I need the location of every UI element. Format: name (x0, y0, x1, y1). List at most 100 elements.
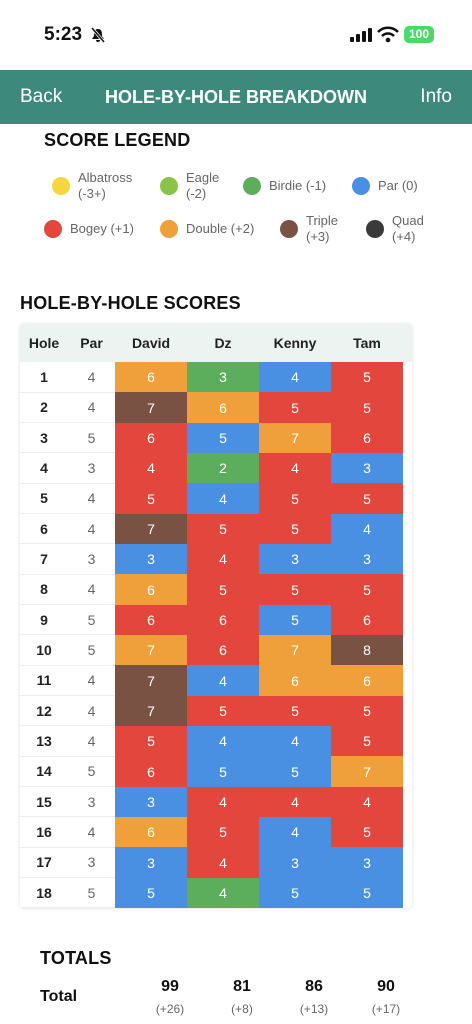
par-value: 3 (68, 847, 115, 879)
score-cell: 4 (259, 362, 331, 393)
hole-number: 8 (20, 574, 68, 606)
legend-item: Bogey (+1) (44, 219, 134, 239)
legend-item: Birdie (-1) (243, 176, 326, 196)
par-value: 3 (68, 787, 115, 818)
score-cell: 4 (187, 483, 259, 515)
par-value: 4 (68, 726, 115, 757)
score-cell: 6 (259, 665, 331, 697)
legend-label: Triple (+3) (306, 213, 338, 245)
total-value: 99 (161, 978, 179, 995)
score-cell: 6 (115, 362, 187, 393)
score-cell: 5 (187, 574, 259, 606)
score-cell: 7 (115, 634, 187, 666)
score-cell: 3 (115, 786, 187, 818)
total-diff: (+13) (299, 1002, 329, 1016)
score-cell: 5 (187, 422, 259, 454)
legend-item: Eagle (-2) (160, 170, 219, 201)
score-cell: 5 (187, 513, 259, 545)
score-cell: 6 (187, 604, 259, 636)
score-cell: 6 (115, 604, 187, 636)
par-value: 5 (68, 423, 115, 454)
hole-number: 11 (20, 665, 68, 697)
legend-line: Bogey (+1) (70, 221, 134, 236)
total-value: 81 (233, 978, 251, 995)
hole-number: 14 (20, 756, 68, 788)
legend-line: (+3) (306, 229, 330, 244)
score-cell: 6 (187, 634, 259, 666)
hole-number: 17 (20, 847, 68, 879)
score-cell: 7 (115, 513, 187, 545)
score-cell: 3 (331, 543, 403, 575)
nav-bar: Back HOLE-BY-HOLE BREAKDOWN Info (0, 70, 472, 124)
score-cell: 5 (331, 362, 403, 393)
hole-number: 5 (20, 483, 68, 515)
legend-dot (352, 177, 370, 195)
score-cell: 7 (115, 665, 187, 697)
legend-line: (-3+) (78, 186, 106, 201)
score-cell: 4 (187, 543, 259, 575)
score-cell: 3 (259, 847, 331, 879)
legend-line: (+4) (392, 229, 416, 244)
score-cell: 4 (187, 877, 259, 908)
total-diff: (+8) (231, 1002, 253, 1016)
par-value: 5 (68, 878, 115, 908)
back-button[interactable]: Back (20, 86, 63, 107)
legend-line: Albatross (78, 170, 133, 185)
score-cell: 5 (331, 574, 403, 606)
hole-number: 15 (20, 787, 68, 818)
legend-line: Quad (392, 213, 424, 228)
score-cell: 5 (331, 816, 403, 848)
score-cell: 5 (331, 483, 403, 515)
score-cell: 3 (331, 452, 403, 484)
par-value: 4 (68, 362, 115, 393)
score-cell: 3 (331, 847, 403, 879)
score-cell: 4 (187, 665, 259, 697)
legend-item: Quad (+4) (366, 213, 424, 244)
par-value: 4 (68, 574, 115, 606)
hole-number: 10 (20, 635, 68, 666)
score-cell: 5 (115, 877, 187, 908)
signal-icon (350, 28, 372, 42)
score-cell: 8 (331, 634, 403, 666)
score-cell: 3 (115, 847, 187, 879)
score-cell: 6 (115, 422, 187, 454)
info-button[interactable]: Info (420, 86, 452, 107)
score-cell: 5 (187, 756, 259, 788)
score-cell: 7 (331, 756, 403, 788)
legend-label: Eagle (-2) (186, 170, 219, 202)
hole-number: 2 (20, 392, 68, 424)
legend-line: Triple (306, 213, 339, 228)
column-header: Par (68, 324, 115, 362)
score-cell: 7 (259, 634, 331, 666)
legend-dot (160, 220, 178, 238)
score-cell: 5 (331, 695, 403, 727)
par-value: 5 (68, 605, 115, 636)
score-cell: 6 (115, 756, 187, 788)
par-value: 4 (68, 696, 115, 727)
score-cell: 5 (187, 695, 259, 727)
legend-label: Par (0) (378, 178, 418, 194)
score-cell: 4 (331, 513, 403, 545)
total-value: 90 (377, 978, 395, 995)
score-cell: 5 (259, 574, 331, 606)
hole-number: 6 (20, 514, 68, 545)
par-value: 4 (68, 514, 115, 545)
legend-dot (366, 220, 384, 238)
nav-title: HOLE-BY-HOLE BREAKDOWN (105, 87, 367, 107)
score-cell: 5 (259, 695, 331, 727)
score-cell: 6 (331, 422, 403, 454)
legend-line: (-2) (186, 186, 207, 201)
score-cell: 4 (259, 725, 331, 757)
column-header: Tam (331, 324, 403, 362)
score-cell: 4 (259, 452, 331, 484)
hole-number: 4 (20, 453, 68, 484)
mute-icon (90, 27, 106, 43)
score-cell: 5 (331, 725, 403, 757)
legend-line: Eagle (186, 170, 220, 185)
wifi-icon (377, 26, 399, 43)
scores-title: HOLE-BY-HOLE SCORES (20, 293, 241, 313)
score-cell: 3 (259, 543, 331, 575)
score-cell: 5 (187, 816, 259, 848)
score-cell: 5 (259, 513, 331, 545)
